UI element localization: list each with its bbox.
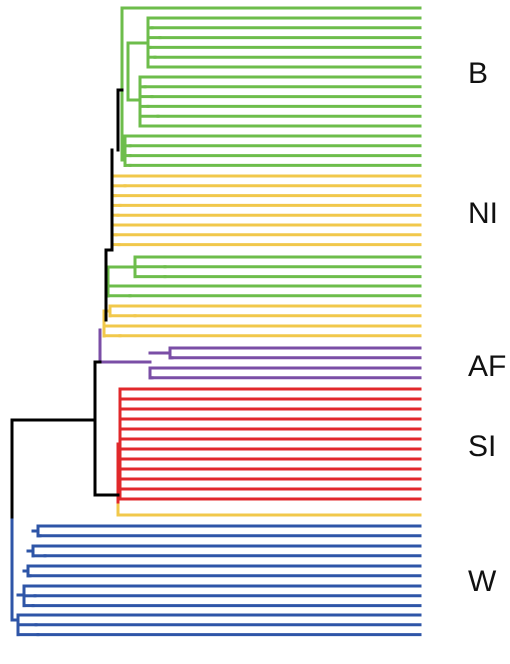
group-label: W bbox=[468, 565, 497, 598]
branches bbox=[10, 6, 422, 637]
group-label: NI bbox=[468, 197, 498, 230]
group-label: SI bbox=[468, 430, 496, 463]
group-label: B bbox=[468, 57, 488, 90]
group-label: AF bbox=[468, 350, 506, 383]
